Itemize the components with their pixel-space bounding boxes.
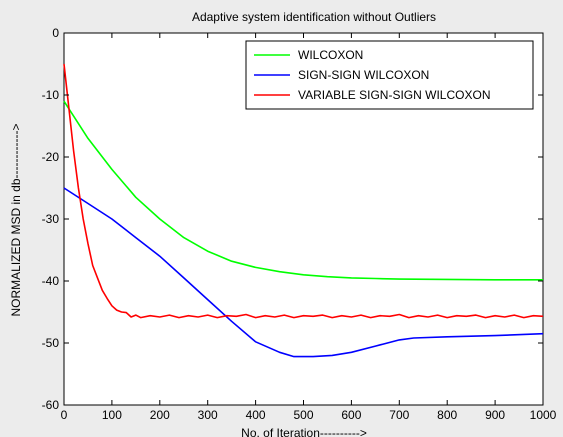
x-tick-label: 600 <box>341 408 361 422</box>
x-tick-label: 0 <box>61 408 68 422</box>
x-tick-label: 1000 <box>530 408 557 422</box>
y-tick-label: -60 <box>42 398 60 412</box>
x-tick-label: 400 <box>246 408 266 422</box>
legend-label-1: WILCOXON <box>298 48 363 62</box>
x-tick-label: 500 <box>293 408 313 422</box>
tick-layer: 0 100 200 300 400 500 600 700 800 900 1000 0 -10 -20 -… <box>42 26 557 422</box>
x-axis-label: No. of Iteration----------> <box>241 426 367 437</box>
y-tick-label: 0 <box>52 26 59 40</box>
x-tick-label: 900 <box>485 408 505 422</box>
x-tick-label: 200 <box>150 408 170 422</box>
legend-label-3: VARIABLE SIGN-SIGN WILCOXON <box>298 88 490 102</box>
x-tick-label: 100 <box>102 408 122 422</box>
y-tick-label: -10 <box>42 88 60 102</box>
y-tick-label: -40 <box>42 274 60 288</box>
legend-label-2: SIGN-SIGN WILCOXON <box>298 68 429 82</box>
x-tick-label: 800 <box>437 408 457 422</box>
chart-title: Adaptive system identification without O… <box>192 10 436 24</box>
series-line-2 <box>63 187 544 358</box>
x-tick-label: 700 <box>389 408 409 422</box>
y-axis-label: NORMALIZED MSD in db------------> <box>9 124 23 317</box>
series-line-3 <box>63 63 544 319</box>
series-line-1 <box>63 100 543 281</box>
y-tick-label: -50 <box>42 336 60 350</box>
legend: WILCOXON SIGN-SIGN WILCOXON VARIABLE SIGN-… <box>245 40 534 110</box>
series-layer <box>63 63 544 358</box>
x-tick-label: 300 <box>198 408 218 422</box>
y-tick-label: -30 <box>42 212 60 226</box>
y-tick-label: -20 <box>42 150 60 164</box>
legend-box <box>245 40 534 110</box>
